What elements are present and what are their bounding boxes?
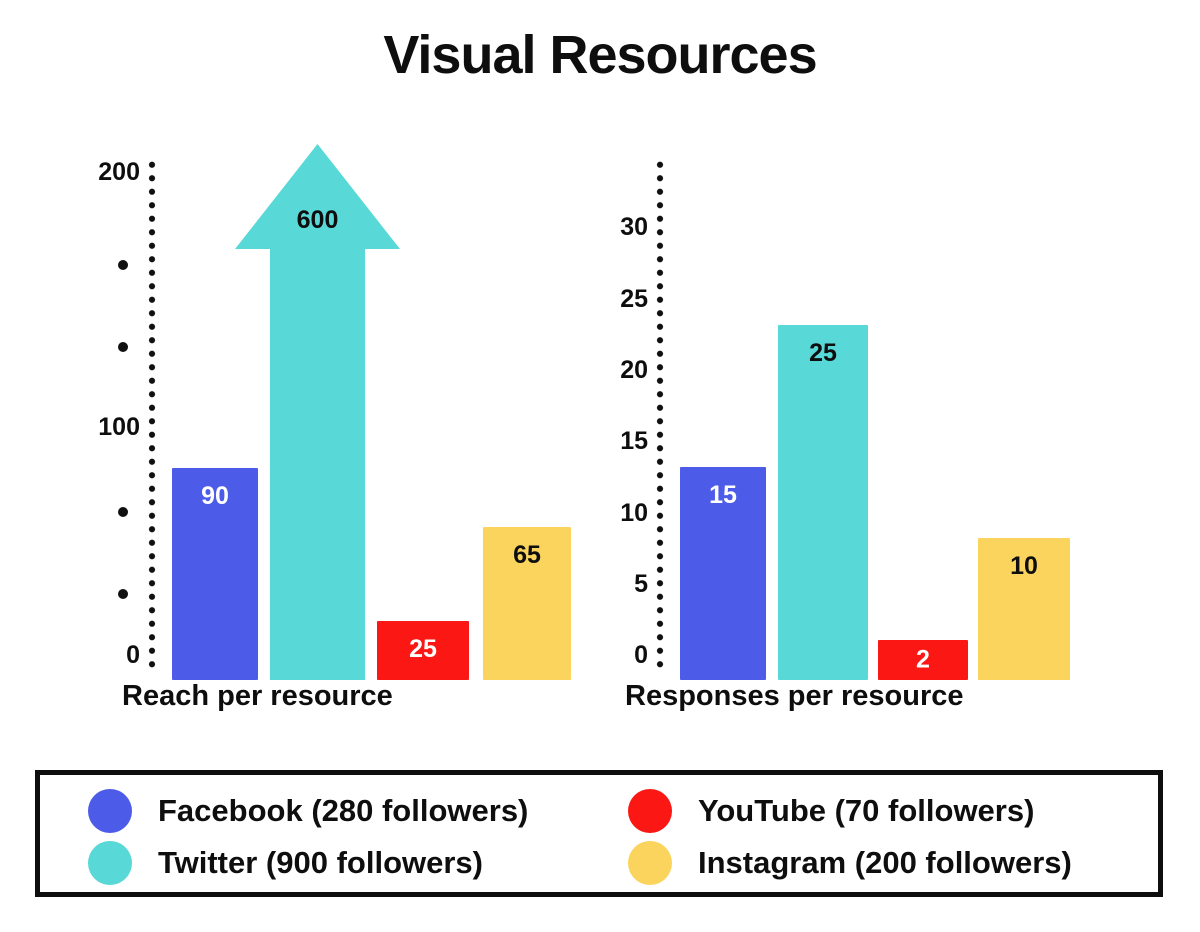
legend-label: Facebook (280 followers) [158, 793, 529, 828]
axis-intermediate-dot [118, 507, 128, 517]
y-axis-dotted-line [148, 158, 156, 672]
plot-area-reach: 90 600 25 65 [90, 144, 590, 725]
y-tick: 200 [98, 158, 140, 186]
legend-label: Instagram (200 followers) [698, 845, 1072, 880]
bar-youtube-reach: 25 [377, 621, 469, 680]
bar-value-label: 10 [1010, 552, 1038, 580]
bar-twitter-responses: 25 [778, 325, 868, 680]
legend-label: YouTube (70 followers) [698, 793, 1035, 828]
legend-item-youtube: YouTube (70 followers) [628, 789, 1034, 833]
plot-area-responses: 15 25 2 10 [600, 155, 1100, 725]
bar-facebook-responses: 15 [680, 467, 766, 680]
page-title: Visual Resources [383, 25, 817, 85]
chart-reach-per-resource: 200 100 0 90 600 25 65 Reach per resourc… [90, 144, 590, 725]
axis-intermediate-dot [118, 260, 128, 270]
youtube-color-dot-icon [628, 789, 672, 833]
bar-instagram-responses: 10 [978, 538, 1070, 680]
y-tick: 10 [620, 499, 648, 527]
chart-axis-title: Responses per resource [625, 680, 964, 712]
bar-instagram-reach: 65 [483, 527, 571, 680]
chart-axis-title: Reach per resource [122, 680, 393, 712]
bar-value-label: 90 [201, 482, 229, 510]
y-tick: 0 [634, 641, 648, 669]
legend-item-facebook: Facebook (280 followers) [88, 789, 528, 833]
axis-intermediate-dot [118, 342, 128, 352]
bar-twitter-reach-arrow: 600 [235, 144, 400, 680]
chart-responses-per-resource: 30 25 20 15 10 5 0 15 25 2 10 Responses … [600, 155, 1100, 725]
legend-box: Facebook (280 followers) YouTube (70 fol… [35, 770, 1163, 897]
y-tick: 5 [634, 570, 648, 598]
bar-value-label: 15 [709, 481, 737, 509]
y-tick: 0 [126, 641, 140, 669]
legend-item-instagram: Instagram (200 followers) [628, 841, 1072, 885]
bar-value-label: 25 [809, 339, 837, 367]
y-axis-dotted-line [656, 158, 664, 672]
bar-value-label: 2 [916, 645, 930, 674]
instagram-color-dot-icon [628, 841, 672, 885]
twitter-color-dot-icon [88, 841, 132, 885]
axis-intermediate-dot [118, 589, 128, 599]
bar-facebook-reach: 90 [172, 468, 258, 680]
legend-item-twitter: Twitter (900 followers) [88, 841, 483, 885]
y-tick: 30 [620, 213, 648, 241]
y-tick: 15 [620, 427, 648, 455]
bar-value-label: 65 [513, 541, 541, 569]
y-tick: 25 [620, 285, 648, 313]
y-tick: 100 [98, 413, 140, 441]
bar-value-label: 600 [296, 206, 339, 234]
legend-label: Twitter (900 followers) [158, 845, 483, 880]
bar-value-label: 25 [409, 635, 437, 663]
facebook-color-dot-icon [88, 789, 132, 833]
y-tick: 20 [620, 356, 648, 384]
bar-youtube-responses: 2 [878, 640, 968, 680]
